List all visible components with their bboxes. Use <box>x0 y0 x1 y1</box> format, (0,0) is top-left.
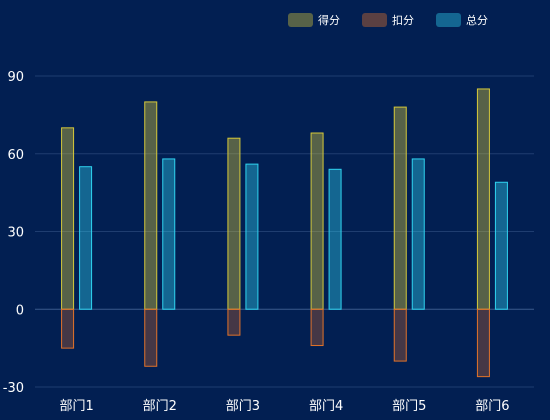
x-tick-label: 部门6 <box>475 399 509 414</box>
y-tick-label: 60 <box>7 148 24 163</box>
grid-lines <box>35 75 534 388</box>
legend-swatch <box>288 13 313 27</box>
legend-label: 总分 <box>466 13 488 27</box>
legend-swatch <box>362 13 387 27</box>
bar-总分-部门4[interactable] <box>328 168 342 310</box>
bars <box>61 88 508 378</box>
bar-得分-部门1[interactable] <box>61 127 75 310</box>
legend-label: 得分 <box>318 14 340 27</box>
bar-总分-部门5[interactable] <box>411 158 425 310</box>
x-tick-label: 部门4 <box>309 399 343 414</box>
bar-扣分-部门1[interactable] <box>61 308 75 349</box>
bar-得分-部门5[interactable] <box>393 106 407 310</box>
bar-扣分-部门5[interactable] <box>393 308 407 362</box>
bar-扣分-部门3[interactable] <box>227 308 241 336</box>
legend-item-总分[interactable]: 总分 <box>436 13 488 27</box>
y-tick-label: -30 <box>3 381 24 396</box>
legend-item-扣分[interactable]: 扣分 <box>362 13 414 27</box>
bar-总分-部门1[interactable] <box>79 166 93 310</box>
bar-总分-部门3[interactable] <box>245 163 259 310</box>
bar-得分-部门6[interactable] <box>476 88 490 310</box>
bar-总分-部门2[interactable] <box>162 158 176 310</box>
bar-扣分-部门2[interactable] <box>144 308 158 367</box>
legend-item-得分[interactable]: 得分 <box>288 13 340 27</box>
x-tick-label: 部门1 <box>59 399 93 414</box>
legend-swatch <box>436 13 461 27</box>
y-tick-label: 30 <box>7 226 24 241</box>
bar-得分-部门4[interactable] <box>310 132 324 310</box>
x-tick-label: 部门2 <box>143 399 177 414</box>
bar-得分-部门3[interactable] <box>227 137 241 310</box>
x-tick-label: 部门5 <box>392 399 426 414</box>
legend[interactable]: 得分 扣分 总分 <box>288 13 488 27</box>
y-axis-ticks: -30 0 30 60 90 <box>3 70 24 396</box>
y-tick-label: 90 <box>7 70 24 85</box>
x-tick-label: 部门3 <box>226 399 260 414</box>
bar-扣分-部门6[interactable] <box>476 308 490 378</box>
bar-扣分-部门4[interactable] <box>310 308 324 347</box>
x-axis-ticks: 部门1 部门2 部门3 部门4 部门5 部门6 <box>59 399 509 414</box>
y-tick-label: 0 <box>16 303 24 318</box>
bar-得分-部门2[interactable] <box>144 101 158 310</box>
legend-label: 扣分 <box>392 13 414 27</box>
bar-总分-部门6[interactable] <box>494 181 508 310</box>
